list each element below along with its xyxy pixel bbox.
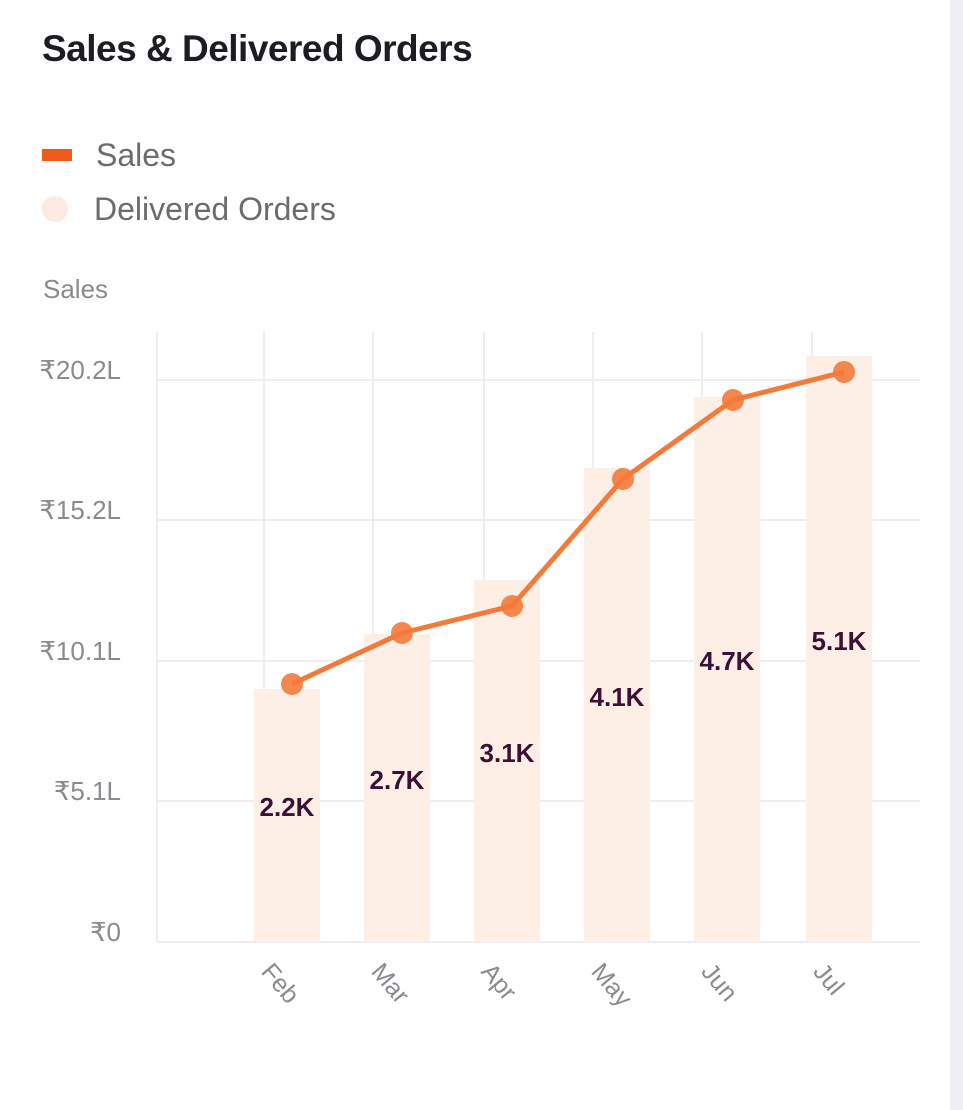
bar-value-label: 3.1K <box>479 738 535 768</box>
bar-value-label: 2.2K <box>259 792 315 822</box>
bar-may <box>584 468 650 942</box>
sales-points <box>281 361 855 695</box>
y-tick: ₹10.1L <box>39 636 121 666</box>
legend-item-sales[interactable]: Sales <box>42 128 336 182</box>
dot-swatch-icon <box>42 196 68 222</box>
legend-label: Delivered Orders <box>94 190 336 227</box>
legend-label: Sales <box>96 136 177 173</box>
bar-value-label: 4.7K <box>699 646 755 676</box>
y-tick: ₹0 <box>89 917 121 947</box>
bar-feb <box>254 689 320 942</box>
y-tick: ₹5.1L <box>53 776 121 806</box>
bar-jul <box>806 356 872 942</box>
legend-item-delivered-orders[interactable]: Delivered Orders <box>42 182 336 236</box>
bar-jun <box>694 397 760 942</box>
chart-title: Sales & Delivered Orders <box>42 28 473 69</box>
sales-line <box>290 369 845 687</box>
scrollbar-track <box>950 0 963 1110</box>
bar-value-label: 4.1K <box>589 682 645 712</box>
y-tick: ₹20.2L <box>39 355 121 385</box>
chart-legend: Sales Delivered Orders <box>42 128 336 236</box>
bar-apr <box>474 580 540 942</box>
delivered-orders-bars <box>254 356 872 942</box>
y-axis-title: Sales <box>43 274 109 304</box>
bar-value-label: 2.7K <box>369 765 425 795</box>
bar-mar <box>364 634 430 942</box>
y-tick: ₹15.2L <box>39 495 121 525</box>
line-swatch-icon <box>42 149 72 161</box>
bar-value-label: 5.1K <box>811 626 867 656</box>
